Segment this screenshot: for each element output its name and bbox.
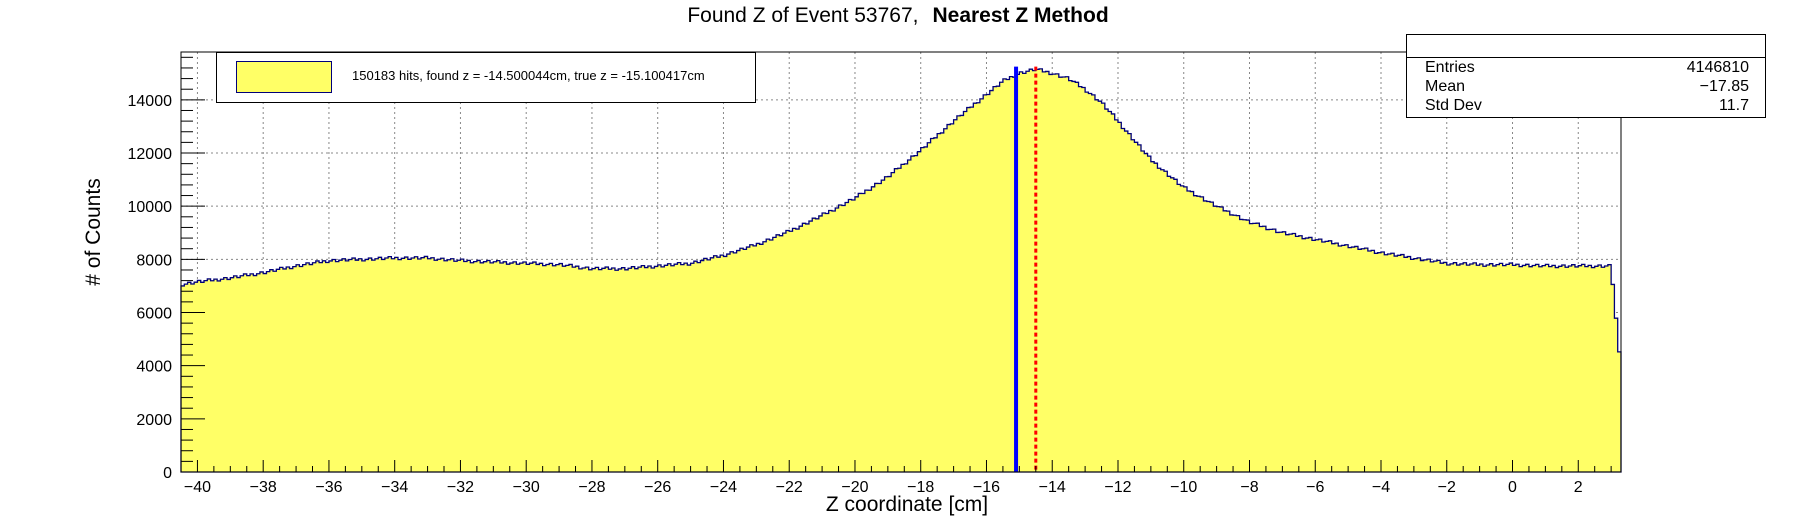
plot-frame <box>180 51 1622 473</box>
y-tick-label: 14000 <box>128 93 173 110</box>
chart-title: Found Z of Event 53767, Nearest Z Method <box>0 4 1796 28</box>
legend: 150183 hits, found z = -14.500044cm, tru… <box>216 52 756 103</box>
stats-row-mean: Mean −17.85 <box>1407 77 1765 96</box>
y-axis-label: # of Counts <box>82 178 105 285</box>
x-tick-label: −24 <box>710 479 737 496</box>
x-tick-label: −4 <box>1372 479 1390 496</box>
stats-value: 11.7 <box>1719 97 1749 114</box>
y-tick-label: 0 <box>163 465 172 482</box>
x-tick-label: 2 <box>1574 479 1583 496</box>
stats-value: −17.85 <box>1699 78 1749 95</box>
x-tick-label: −6 <box>1306 479 1324 496</box>
x-tick-label: −16 <box>973 479 1000 496</box>
x-tick-label: −18 <box>907 479 934 496</box>
stats-row-std-dev: Std Dev 11.7 <box>1407 96 1765 115</box>
x-tick-label: −38 <box>250 479 277 496</box>
stats-label: Entries <box>1425 59 1475 76</box>
y-tick-label: 2000 <box>136 412 172 429</box>
plot-frame-rect <box>180 51 1622 473</box>
chart-title-main: Found Z of Event 53767, <box>687 4 919 27</box>
stats-label: Mean <box>1425 78 1466 95</box>
x-axis-label: Z coordinate [cm] <box>826 493 988 516</box>
y-tick-label: 12000 <box>128 146 173 163</box>
x-tick-label: −8 <box>1240 479 1258 496</box>
x-tick-label: −12 <box>1104 479 1131 496</box>
x-tick-label: −14 <box>1039 479 1066 496</box>
axes: −40 −38 −36 −34 −32 −30 −28 −26 −24 −22 −20 −18 −16−… <box>128 56 1612 496</box>
legend-entry-text: 150183 hits, found z = -14.500044cm, tru… <box>352 68 705 83</box>
z-marker-lines <box>1014 66 1038 472</box>
x-tick-label: −30 <box>513 479 540 496</box>
stats-header <box>1407 35 1765 58</box>
y-tick-label: 10000 <box>128 199 173 216</box>
histogram-series <box>180 68 1622 473</box>
x-tick-label: −10 <box>1170 479 1197 496</box>
x-tick-label: −36 <box>315 479 342 496</box>
x-tick-label: −22 <box>776 479 803 496</box>
y-tick-label: 8000 <box>136 252 172 269</box>
stats-box: Entries 4146810 Mean −17.85 Std Dev 11.7 <box>1406 34 1766 118</box>
x-tick-label: −32 <box>447 479 474 496</box>
histogram <box>180 68 1622 473</box>
x-tick-label: −40 <box>184 479 211 496</box>
legend-swatch <box>236 61 332 93</box>
x-tick-label: −28 <box>578 479 605 496</box>
stats-row-entries: Entries 4146810 <box>1407 58 1765 77</box>
x-tick-label: −34 <box>381 479 408 496</box>
x-tick-label: 0 <box>1508 479 1517 496</box>
x-tick-label: −26 <box>644 479 671 496</box>
stats-value: 4146810 <box>1686 59 1749 76</box>
y-tick-label: 4000 <box>136 359 172 376</box>
chart-title-method: Nearest Z Method <box>932 4 1109 27</box>
x-tick-label: −20 <box>841 479 868 496</box>
stats-label: Std Dev <box>1425 97 1482 114</box>
x-tick-label: −2 <box>1438 479 1456 496</box>
y-tick-label: 6000 <box>136 306 172 323</box>
